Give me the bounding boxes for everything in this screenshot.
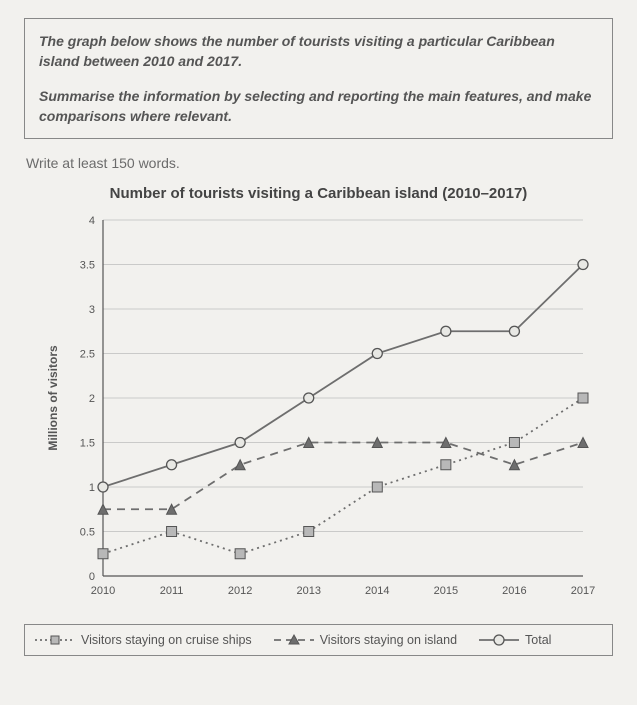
svg-text:2013: 2013 bbox=[296, 585, 320, 597]
legend-box: Visitors staying on cruise ships Visitor… bbox=[24, 624, 613, 656]
svg-text:2: 2 bbox=[88, 393, 94, 405]
svg-text:0.5: 0.5 bbox=[79, 527, 94, 539]
chart-container: 0 0.5 1 1.5 2 2.5 3 3.5 4 2010 2011 2012 2013 2014 201… bbox=[24, 210, 613, 610]
legend-item-total: Total bbox=[479, 633, 551, 647]
legend-item-island: Visitors staying on island bbox=[274, 633, 457, 647]
svg-text:1.5: 1.5 bbox=[79, 438, 94, 450]
svg-text:4: 4 bbox=[88, 215, 94, 227]
line-chart: 0 0.5 1 1.5 2 2.5 3 3.5 4 2010 2011 2012 2013 2014 201… bbox=[39, 210, 599, 610]
svg-text:2015: 2015 bbox=[433, 585, 457, 597]
svg-text:1: 1 bbox=[88, 482, 94, 494]
svg-text:3: 3 bbox=[88, 304, 94, 316]
legend-label-cruise: Visitors staying on cruise ships bbox=[81, 633, 252, 647]
prompt-paragraph-2: Summarise the information by selecting a… bbox=[39, 86, 598, 127]
svg-text:2016: 2016 bbox=[502, 585, 526, 597]
chart-title: Number of tourists visiting a Caribbean … bbox=[24, 185, 613, 202]
legend-swatch-cruise bbox=[35, 633, 75, 647]
task-prompt-box: The graph below shows the number of tour… bbox=[24, 18, 613, 139]
legend-swatch-island bbox=[274, 633, 314, 647]
word-count-instruction: Write at least 150 words. bbox=[26, 155, 613, 171]
legend-label-total: Total bbox=[525, 633, 551, 647]
legend-label-island: Visitors staying on island bbox=[320, 633, 457, 647]
legend-item-cruise: Visitors staying on cruise ships bbox=[35, 633, 252, 647]
legend-swatch-total bbox=[479, 633, 519, 647]
svg-text:Millions of visitors: Millions of visitors bbox=[46, 345, 60, 451]
svg-text:2017: 2017 bbox=[570, 585, 594, 597]
svg-text:2012: 2012 bbox=[227, 585, 251, 597]
svg-text:2010: 2010 bbox=[90, 585, 114, 597]
svg-text:2014: 2014 bbox=[365, 585, 389, 597]
svg-text:0: 0 bbox=[88, 571, 94, 583]
svg-text:3.5: 3.5 bbox=[79, 260, 94, 272]
svg-text:2011: 2011 bbox=[159, 585, 183, 597]
svg-text:2.5: 2.5 bbox=[79, 349, 94, 361]
prompt-paragraph-1: The graph below shows the number of tour… bbox=[39, 31, 598, 72]
